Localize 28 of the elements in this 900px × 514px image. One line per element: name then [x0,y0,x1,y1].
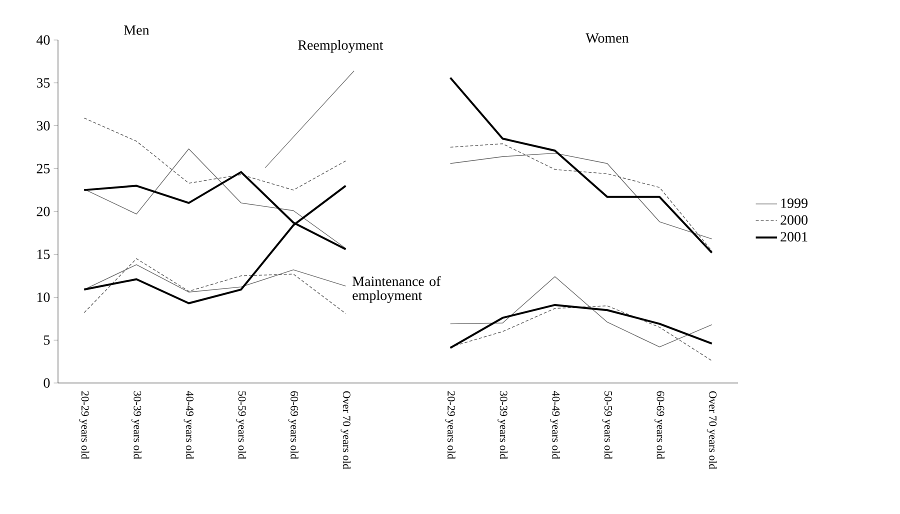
x-tick-label: 50-59 years old [236,391,246,460]
y-tick-label: 5 [44,335,50,345]
x-tick-label: 30-39 years old [131,391,142,460]
annotation: Reemployment [298,40,384,53]
x-tick-label: 60-69 years old [288,391,298,460]
y-tick-label: 30 [36,121,50,130]
x-tick-label: Over 70 years old [340,391,351,470]
x-tick-label: 40-49 years old [550,390,560,460]
x-tick-label: Over 70 years old [706,391,717,470]
legend-label: 1999 [781,198,808,208]
x-tick-label: 40-49 years old [184,390,194,460]
x-tick-label: 50-59 years old [602,391,612,460]
x-tick-label: 30-39 years old [498,391,508,460]
y-tick-label: 0 [44,378,50,388]
y-tick-label: 40 [36,35,50,45]
y-tick-label: 25 [36,164,50,174]
annotation: Women [586,33,629,43]
y-tick-label: 35 [36,78,50,88]
text: Men [124,26,150,35]
x-tick-label: 60-69 years old [654,391,665,460]
y-tick-label: 10 [37,292,50,302]
legend-label: 2000 [780,215,808,225]
y-tick-label: 20 [36,206,50,216]
x-tick-label: 20-29 years old [445,391,456,460]
annotation: Maintenance of employment [352,276,441,303]
x-tick-label: 20-29 years old [79,391,90,460]
legend-label: 2001 [780,232,808,242]
y-tick-label: 15 [37,250,50,260]
